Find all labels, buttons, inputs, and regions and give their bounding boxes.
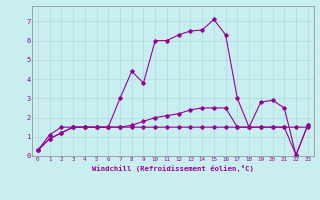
X-axis label: Windchill (Refroidissement éolien,°C): Windchill (Refroidissement éolien,°C) [92, 165, 254, 172]
